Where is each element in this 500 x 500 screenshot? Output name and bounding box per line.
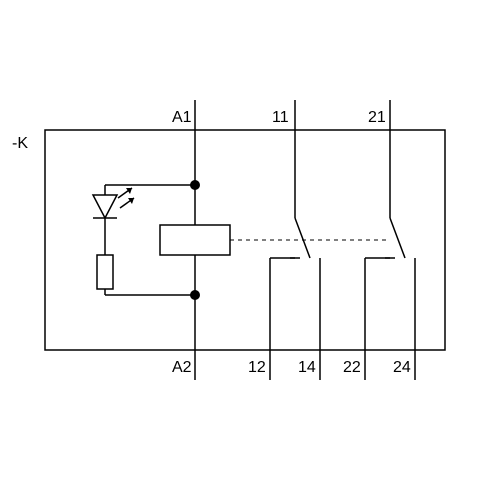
label-a1: A1 — [172, 109, 192, 126]
designation-label: -K — [12, 135, 28, 152]
label-12: 12 — [248, 359, 266, 376]
label-21: 21 — [368, 109, 386, 126]
label-a2: A2 — [172, 359, 192, 376]
coil-box — [160, 225, 230, 255]
label-22: 22 — [343, 359, 361, 376]
label-14: 14 — [298, 359, 316, 376]
resistor-icon — [97, 255, 113, 289]
label-11: 11 — [272, 109, 289, 126]
label-24: 24 — [393, 359, 411, 376]
